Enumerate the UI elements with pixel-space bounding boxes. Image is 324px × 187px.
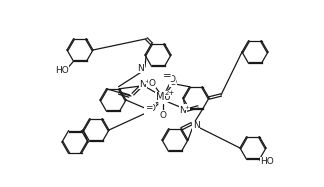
- Text: N: N: [140, 79, 146, 88]
- Text: N: N: [193, 122, 199, 131]
- Text: O: O: [168, 74, 176, 84]
- Text: O: O: [148, 103, 156, 113]
- Text: +: +: [184, 105, 190, 110]
- Text: O: O: [145, 105, 152, 114]
- Text: N: N: [138, 64, 145, 73]
- Text: O: O: [159, 111, 167, 119]
- Text: =: =: [145, 103, 153, 113]
- Text: O: O: [169, 77, 177, 87]
- Text: HO: HO: [260, 157, 274, 166]
- Text: 2+: 2+: [165, 90, 175, 96]
- Text: HO: HO: [55, 65, 69, 74]
- Text: Mo: Mo: [156, 92, 170, 102]
- Text: O: O: [148, 79, 156, 88]
- Text: +: +: [145, 79, 150, 84]
- Text: 2+: 2+: [165, 90, 175, 96]
- Text: Mo: Mo: [156, 92, 170, 102]
- Text: =: =: [163, 71, 171, 81]
- Text: N: N: [179, 105, 186, 114]
